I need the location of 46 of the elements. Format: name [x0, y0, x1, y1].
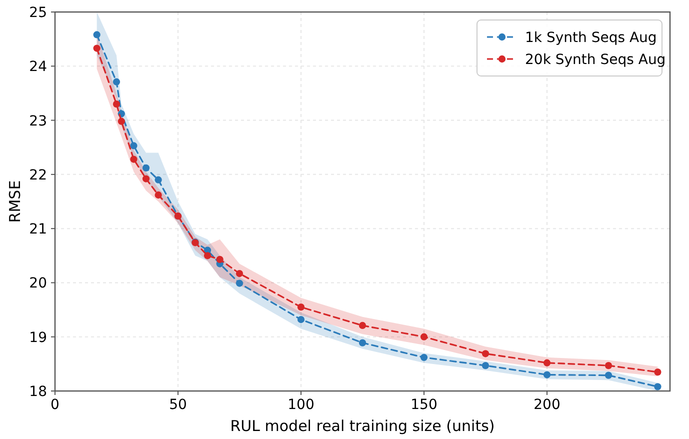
- point: [216, 256, 224, 263]
- point: [130, 156, 138, 163]
- point: [543, 359, 551, 366]
- point: [112, 78, 120, 86]
- point: [420, 333, 428, 340]
- x-tick-label: 200: [534, 397, 560, 413]
- x-axis-title: RUL model real training size (units): [230, 417, 495, 435]
- point: [154, 191, 162, 199]
- point: [654, 368, 662, 376]
- point: [93, 31, 100, 38]
- y-tick-label: 23: [29, 113, 47, 130]
- x-tick-label: 100: [288, 397, 314, 413]
- y-tick-label: 24: [29, 59, 48, 76]
- y-tick-label: 20: [29, 276, 47, 292]
- point: [236, 280, 244, 287]
- y-tick-label: 22: [29, 167, 47, 184]
- y-tick-label: 19: [29, 330, 47, 346]
- point: [358, 339, 366, 346]
- point: [297, 304, 305, 311]
- point: [604, 362, 612, 370]
- legend-label: 1k Synth Seqs Aug: [525, 30, 657, 46]
- point: [112, 100, 120, 108]
- legend-label: 20k Synth Seqs Aug: [525, 52, 666, 68]
- y-axis-title: RMSE: [6, 180, 24, 223]
- point: [236, 270, 244, 278]
- x-tick-label: 50: [169, 397, 187, 413]
- point: [297, 316, 305, 324]
- x-tick-label: 150: [410, 397, 438, 413]
- point: [142, 175, 150, 182]
- point: [654, 383, 662, 390]
- point: [118, 118, 125, 125]
- x-tick-label: 0: [50, 397, 60, 413]
- point: [154, 176, 162, 184]
- point: [482, 350, 490, 358]
- point: [142, 164, 150, 172]
- point: [420, 354, 428, 361]
- y-tick-label: 21: [29, 222, 47, 238]
- point: [482, 362, 490, 370]
- y-tick-label: 25: [29, 5, 47, 21]
- point: [93, 44, 100, 52]
- point: [604, 372, 612, 379]
- point: [130, 142, 138, 150]
- point: [358, 322, 366, 330]
- point: [543, 371, 551, 378]
- point: [204, 252, 212, 260]
- y-tick-label: 18: [29, 384, 47, 400]
